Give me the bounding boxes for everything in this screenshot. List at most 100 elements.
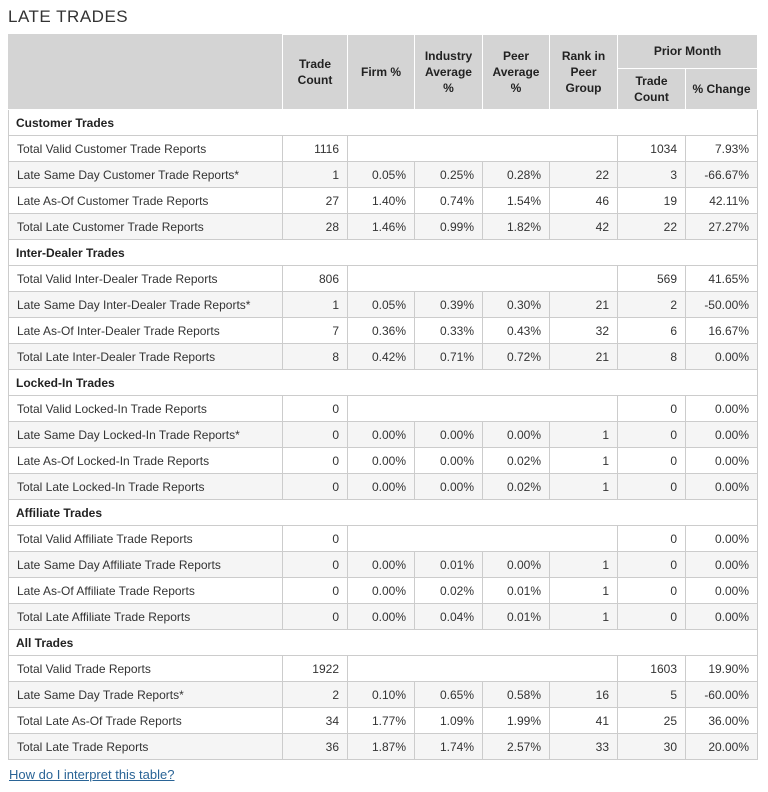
cell-industry-avg: 1.09%	[414, 707, 483, 735]
cell-label: Total Late Affiliate Trade Reports	[8, 603, 283, 631]
cell-trade-count: 806	[282, 265, 348, 293]
late-trades-table: Trade Count Firm % Industry Average % Pe…	[7, 33, 759, 761]
cell-trade-count: 8	[282, 343, 348, 371]
cell-peer-avg: 0.58%	[482, 681, 550, 709]
cell-trade-count: 1116	[282, 135, 348, 163]
cell-peer-avg: 2.57%	[482, 733, 550, 761]
cell-prior-trade-count: 6	[617, 317, 686, 345]
section-title: Locked-In Trades	[7, 369, 759, 397]
cell-trade-count: 2	[282, 681, 348, 709]
cell-merged-blank	[347, 655, 618, 683]
cell-label: Late Same Day Locked-In Trade Reports*	[8, 421, 283, 449]
cell-industry-avg: 0.65%	[414, 681, 483, 709]
cell-pct-change: 0.00%	[684, 525, 759, 553]
cell-pct-change: 7.93%	[684, 135, 759, 163]
cell-peer-avg: 1.54%	[482, 187, 550, 215]
cell-pct-change: 0.00%	[684, 603, 759, 631]
cell-trade-count: 0	[282, 447, 348, 475]
cell-rank: 32	[549, 317, 618, 345]
table-row: Late As-Of Affiliate Trade Reports 0 0.00%…	[8, 577, 759, 605]
cell-rank: 21	[549, 343, 618, 371]
cell-trade-count: 34	[282, 707, 348, 735]
cell-label: Total Late Locked-In Trade Reports	[8, 473, 283, 501]
cell-prior-trade-count: 0	[617, 551, 686, 579]
cell-trade-count: 0	[282, 421, 348, 449]
cell-label: Late As-Of Customer Trade Reports	[8, 187, 283, 215]
cell-rank: 21	[549, 291, 618, 319]
cell-peer-avg: 0.43%	[482, 317, 550, 345]
cell-label: Total Late Customer Trade Reports	[8, 213, 283, 241]
col-header-prior-trade-count: Trade Count	[617, 67, 686, 111]
cell-trade-count: 1922	[282, 655, 348, 683]
cell-trade-count: 0	[282, 551, 348, 579]
cell-prior-trade-count: 30	[617, 733, 686, 761]
col-header-prior-month: Prior Month	[616, 34, 759, 69]
cell-label: Late Same Day Customer Trade Reports*	[8, 161, 283, 189]
cell-rank: 1	[549, 473, 618, 501]
cell-pct-change: 19.90%	[684, 655, 759, 683]
cell-peer-avg: 0.72%	[482, 343, 550, 371]
cell-firm-pct: 0.00%	[347, 603, 415, 631]
cell-peer-avg: 1.99%	[482, 707, 550, 735]
col-header-rank: Rank in Peer Group	[549, 33, 618, 111]
cell-trade-count: 28	[282, 213, 348, 241]
cell-prior-trade-count: 5	[617, 681, 686, 709]
cell-rank: 46	[549, 187, 618, 215]
cell-peer-avg: 0.00%	[482, 551, 550, 579]
cell-pct-change: 0.00%	[684, 395, 759, 423]
cell-pct-change: -50.00%	[684, 291, 759, 319]
cell-firm-pct: 0.10%	[347, 681, 415, 709]
cell-rank: 33	[549, 733, 618, 761]
cell-rank: 16	[549, 681, 618, 709]
cell-prior-trade-count: 0	[617, 473, 686, 501]
table-row: Total Late Locked-In Trade Reports 0 0.00%…	[8, 473, 759, 501]
cell-industry-avg: 0.02%	[414, 577, 483, 605]
cell-trade-count: 0	[282, 603, 348, 631]
cell-label: Total Late Inter-Dealer Trade Reports	[8, 343, 283, 371]
cell-trade-count: 0	[282, 395, 348, 423]
table-row: Total Late Affiliate Trade Reports 0 0.00%…	[8, 603, 759, 631]
cell-rank: 22	[549, 161, 618, 189]
cell-peer-avg: 0.00%	[482, 421, 550, 449]
col-header-peer-avg: Peer Average %	[482, 33, 550, 111]
cell-prior-trade-count: 0	[617, 395, 686, 423]
cell-trade-count: 0	[282, 525, 348, 553]
col-header-industry-avg: Industry Average %	[414, 33, 483, 111]
cell-rank: 42	[549, 213, 618, 241]
section-row: Inter-Dealer Trades	[7, 239, 759, 267]
cell-firm-pct: 0.36%	[347, 317, 415, 345]
table-row: Total Valid Trade Reports 1922 1603 19.90%	[8, 655, 759, 683]
col-header-description	[8, 33, 283, 111]
section-title: Affiliate Trades	[7, 499, 759, 527]
interpret-table-link[interactable]: How do I interpret this table?	[9, 767, 175, 783]
cell-prior-trade-count: 3	[617, 161, 686, 189]
cell-industry-avg: 0.00%	[414, 473, 483, 501]
cell-industry-avg: 0.25%	[414, 161, 483, 189]
cell-trade-count: 1	[282, 291, 348, 319]
cell-firm-pct: 0.42%	[347, 343, 415, 371]
cell-firm-pct: 0.00%	[347, 551, 415, 579]
cell-firm-pct: 1.40%	[347, 187, 415, 215]
cell-prior-trade-count: 0	[617, 525, 686, 553]
cell-firm-pct: 1.77%	[347, 707, 415, 735]
table-row: Total Valid Locked-In Trade Reports 0 0 0.0…	[8, 395, 759, 423]
cell-prior-trade-count: 0	[617, 421, 686, 449]
cell-peer-avg: 0.01%	[482, 577, 550, 605]
table-row: Late Same Day Affiliate Trade Reports 0 0.…	[8, 551, 759, 579]
cell-prior-trade-count: 569	[617, 265, 686, 293]
cell-label: Total Valid Affiliate Trade Reports	[8, 525, 283, 553]
table-row: Total Late As-Of Trade Reports 34 1.77% 1.0…	[8, 707, 759, 735]
section-row: All Trades	[7, 629, 759, 657]
cell-rank: 1	[549, 447, 618, 475]
cell-peer-avg: 0.01%	[482, 603, 550, 631]
cell-label: Total Late Trade Reports	[8, 733, 283, 761]
cell-trade-count: 7	[282, 317, 348, 345]
cell-merged-blank	[347, 135, 618, 163]
cell-rank: 1	[549, 551, 618, 579]
section-title: All Trades	[7, 629, 759, 657]
cell-trade-count: 36	[282, 733, 348, 761]
cell-firm-pct: 0.00%	[347, 421, 415, 449]
cell-industry-avg: 0.33%	[414, 317, 483, 345]
cell-prior-trade-count: 19	[617, 187, 686, 215]
cell-prior-trade-count: 0	[617, 447, 686, 475]
